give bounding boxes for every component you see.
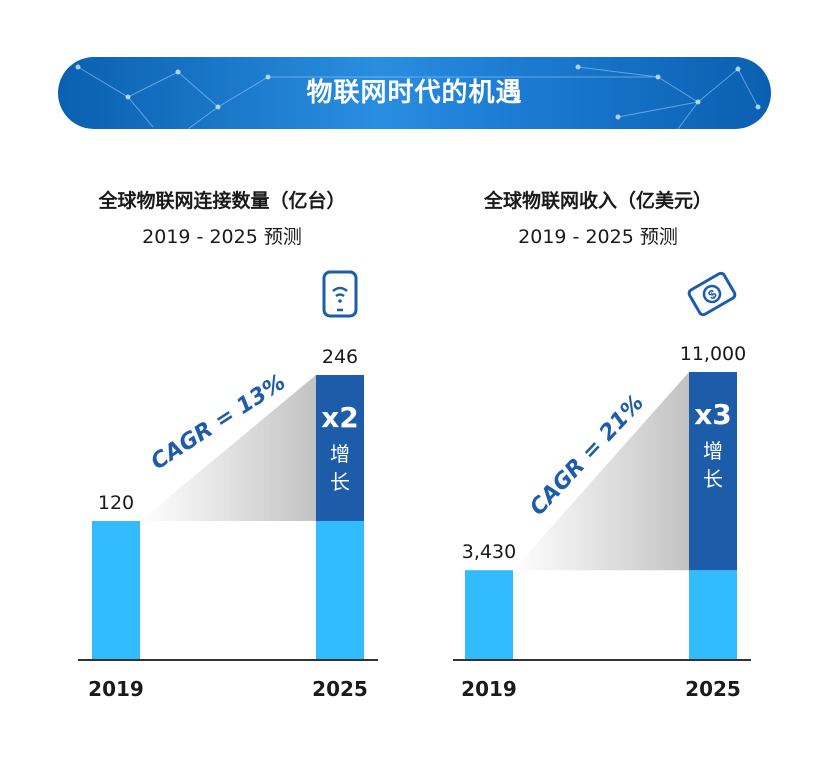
category-label-2019: 2019 [88,677,144,701]
bar-2025-base [316,520,364,660]
growth-text-char: 长 [703,467,723,491]
banner-title: 物联网时代的机遇 [306,78,523,108]
chart-title-connections: 全球物联网连接数量（亿台） [98,190,346,212]
category-label-2025: 2025 [312,677,368,701]
network-pattern-icon [75,64,761,129]
bar-2025-growth [316,375,364,521]
data-label-2025: 246 [322,346,358,368]
bar-2019 [465,570,513,660]
dollar-bill-icon: $ [687,271,737,317]
smartphone-wifi-icon [322,270,358,318]
growth-multiplier: x2 [321,401,359,434]
growth-text-char: 增 [703,439,723,463]
data-label-2019: 3,430 [462,541,516,563]
bar-2025-base [689,570,737,660]
bar-2019 [92,520,140,660]
category-label-2019: 2019 [461,677,517,701]
growth-text-char: 增 [330,442,350,466]
data-label-2019: 120 [98,492,134,514]
growth-wedge [513,372,689,571]
bar-2025-growth [689,372,737,571]
growth-text-char: 长 [330,470,350,494]
chart-subtitle-connections: 2019 - 2025 预测 [142,226,302,248]
chart-title-revenue: 全球物联网收入（亿美元） [483,190,712,212]
data-label-2025: 11,000 [680,343,746,365]
category-label-2025: 2025 [685,677,741,701]
growth-wedge [140,375,316,521]
chart-subtitle-revenue: 2019 - 2025 预测 [518,226,678,248]
title-banner: 物联网时代的机遇 [58,57,771,129]
growth-multiplier: x3 [694,398,732,431]
